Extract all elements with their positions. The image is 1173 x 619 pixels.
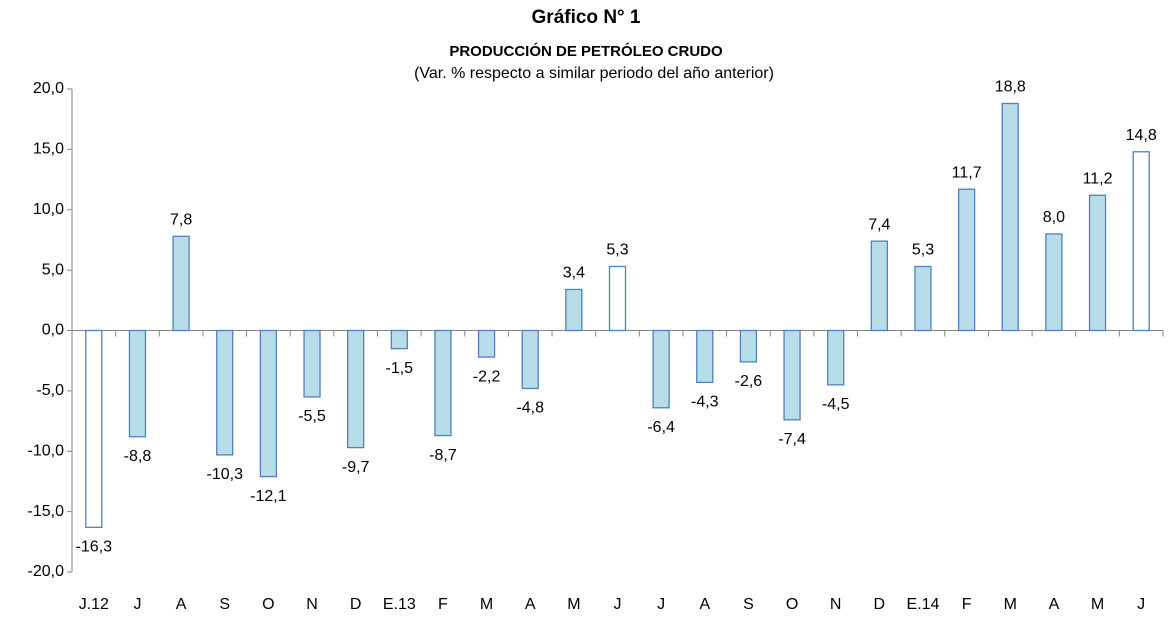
x-tick-label: D: [350, 596, 362, 613]
x-tick-label: D: [874, 596, 886, 613]
bar: [1001, 102, 1019, 332]
bar: [1088, 194, 1107, 332]
x-tick-label: J.12: [79, 596, 109, 613]
bar: [85, 329, 103, 528]
x-tick-label: E.13: [383, 596, 416, 613]
x-tick-label: O: [786, 596, 798, 613]
x-tick-label: J: [657, 596, 665, 613]
value-label: -2,2: [473, 368, 501, 385]
bar: [827, 329, 845, 386]
bar: [172, 235, 190, 332]
x-tick-label: M: [1004, 596, 1017, 613]
value-label: 18,8: [995, 79, 1026, 96]
bar: [1132, 151, 1150, 332]
value-label: 5,3: [912, 242, 934, 259]
value-label: -4,8: [516, 400, 544, 417]
bar: [521, 329, 539, 390]
y-tick-label: 0,0: [42, 322, 64, 339]
y-tick-label: 5,0: [42, 261, 64, 278]
x-tick-label: M: [480, 596, 493, 613]
x-tick-label: N: [306, 596, 318, 613]
x-tick-label: A: [699, 596, 710, 613]
value-label: -16,3: [76, 539, 113, 556]
value-label: -6,4: [647, 419, 675, 436]
y-tick-label: -5,0: [36, 382, 64, 399]
bar: [477, 329, 496, 358]
bar: [1045, 233, 1063, 332]
value-label: -10,3: [207, 466, 244, 483]
bar: [565, 288, 583, 332]
value-label: 14,8: [1126, 127, 1157, 144]
bar: [434, 329, 452, 437]
x-tick-label: S: [219, 596, 230, 613]
y-tick-label: 10,0: [33, 201, 64, 218]
value-label: -4,5: [822, 396, 850, 413]
bar: [347, 329, 365, 449]
bar: [696, 329, 714, 384]
value-label: -7,4: [778, 431, 806, 448]
bar: [957, 188, 976, 332]
bar: [128, 329, 147, 438]
value-label: 8,0: [1043, 209, 1065, 226]
x-tick-label: N: [830, 596, 842, 613]
bar: [739, 329, 758, 363]
value-label: -8,7: [429, 447, 457, 464]
value-label: -1,5: [386, 360, 414, 377]
x-tick-label: E.14: [907, 596, 940, 613]
chart-note: (Var. % respecto a similar periodo del a…: [414, 65, 774, 82]
y-tick-label: 15,0: [33, 141, 64, 158]
value-label: -5,5: [298, 408, 326, 425]
value-label: 5,3: [606, 242, 628, 259]
chart-title: Gráfico N° 1: [532, 7, 641, 28]
value-label: 11,2: [1083, 170, 1113, 187]
y-tick-label: -15,0: [28, 503, 65, 520]
x-tick-label: S: [743, 596, 754, 613]
x-tick-label: A: [1049, 596, 1060, 613]
bar: [216, 329, 234, 456]
x-tick-label: M: [1091, 596, 1104, 613]
value-label: -9,7: [342, 459, 370, 476]
bar: [390, 329, 408, 350]
value-label: -4,3: [691, 394, 719, 411]
x-tick-label: J: [1137, 596, 1145, 613]
value-label: -2,6: [735, 373, 763, 390]
value-label: 7,8: [170, 212, 192, 229]
bar: [870, 240, 888, 332]
bar: [259, 329, 278, 478]
bar: [608, 265, 627, 332]
y-tick-label: -20,0: [28, 563, 65, 580]
x-tick-label: F: [438, 596, 448, 613]
x-tick-label: J: [133, 596, 141, 613]
chart-subtitle: PRODUCCIÓN DE PETRÓLEO CRUDO: [449, 42, 723, 60]
bar: [783, 329, 801, 421]
x-tick-label: M: [567, 596, 580, 613]
x-tick-label: O: [262, 596, 274, 613]
x-tick-label: F: [962, 596, 972, 613]
bar: [652, 329, 670, 409]
value-label: 3,4: [563, 265, 585, 282]
value-label: 7,4: [868, 216, 890, 233]
bar: [303, 329, 321, 398]
y-tick-label: -10,0: [28, 442, 65, 459]
x-tick-label: A: [525, 596, 536, 613]
value-label: -8,8: [124, 448, 152, 465]
y-tick-label: 20,0: [33, 80, 64, 97]
x-tick-label: A: [176, 596, 187, 613]
bar: [914, 265, 932, 332]
x-tick-label: J: [614, 596, 622, 613]
value-label: -12,1: [250, 488, 287, 505]
value-label: 11,7: [952, 164, 982, 181]
